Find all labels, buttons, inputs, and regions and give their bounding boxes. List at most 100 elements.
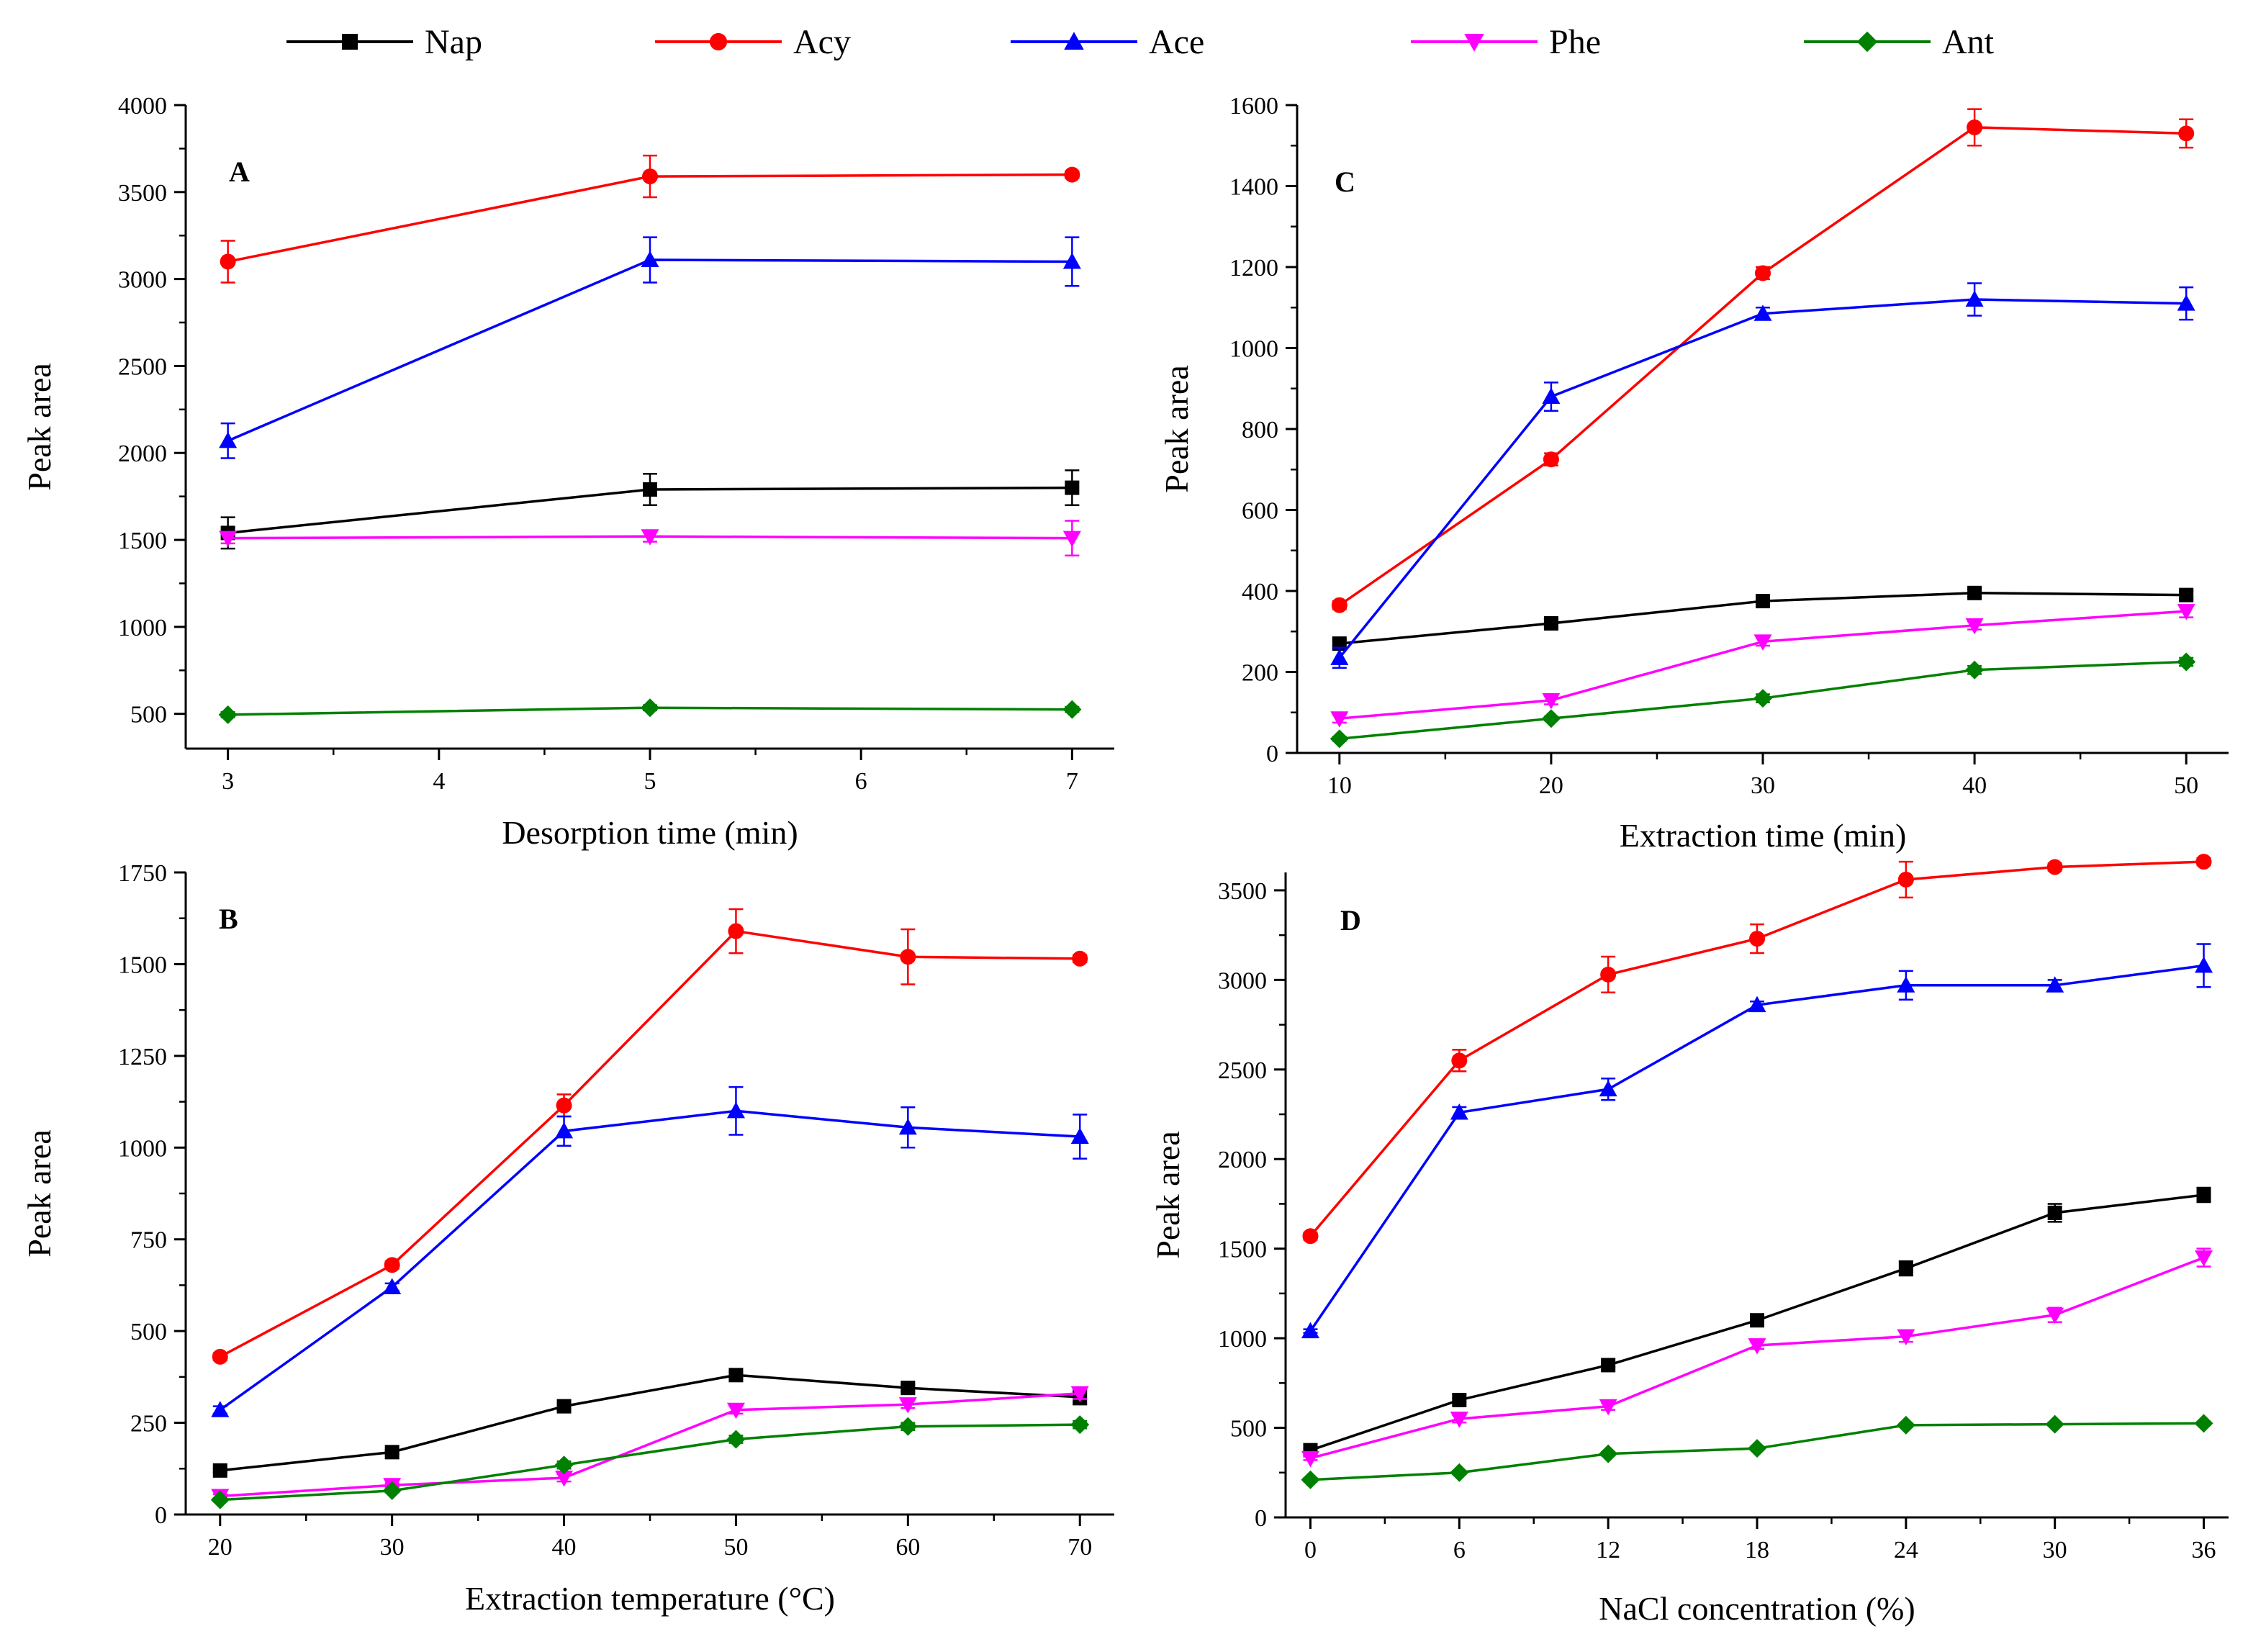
series-line <box>220 1423 1080 1502</box>
data-point <box>554 1455 574 1475</box>
legend-label: Ant <box>1942 23 1995 61</box>
series-nap <box>220 469 1080 550</box>
data-point <box>383 1278 402 1294</box>
data-point <box>1543 616 1558 631</box>
data-point <box>2177 652 2196 672</box>
data-point <box>898 1397 917 1414</box>
data-point <box>641 698 659 718</box>
x-tick-label: 50 <box>723 1534 748 1561</box>
x-axis-title: Extraction temperature (°C) <box>465 1580 835 1617</box>
data-point <box>1064 166 1080 183</box>
y-axis-title: Peak area <box>21 363 58 491</box>
y-tick-label: 2500 <box>1218 1057 1267 1084</box>
y-tick-label: 500 <box>130 702 167 728</box>
y-axis-title: Peak area <box>1158 365 1195 493</box>
y-tick-label: 1000 <box>118 1135 167 1162</box>
y-axis-title: Peak area <box>21 1129 58 1258</box>
series-ant <box>218 698 1082 724</box>
data-point <box>1599 1080 1617 1097</box>
y-tick-label: 1000 <box>1229 336 1278 363</box>
data-point <box>556 1399 572 1414</box>
series-ant <box>1330 652 2196 749</box>
y-tick-label: 3000 <box>1218 967 1267 994</box>
data-point <box>1330 729 1349 749</box>
x-tick-label: 7 <box>1066 768 1078 795</box>
y-tick-label: 3500 <box>1218 878 1267 905</box>
data-point <box>210 1490 230 1509</box>
x-tick-label: 6 <box>855 768 867 795</box>
data-point <box>218 705 238 724</box>
data-point <box>726 1430 746 1449</box>
series-ace <box>1301 943 2213 1339</box>
y-tick-label: 500 <box>130 1319 167 1345</box>
data-point <box>1065 480 1080 495</box>
legend-item-nap: Nap <box>286 23 482 61</box>
y-tick-label: 4000 <box>118 93 167 119</box>
legend-marker <box>1464 34 1484 52</box>
legend-marker <box>1064 32 1084 50</box>
data-point <box>643 482 657 497</box>
data-point <box>1965 618 1984 635</box>
data-point <box>220 253 236 270</box>
y-tick-label: 750 <box>130 1227 167 1254</box>
legend-marker <box>342 34 358 50</box>
legend-label: Nap <box>425 23 482 61</box>
data-point <box>2046 859 2063 875</box>
data-point <box>1450 1103 1468 1120</box>
x-tick-label: 30 <box>1751 772 1775 799</box>
y-tick-label: 800 <box>1242 417 1278 443</box>
data-point <box>1450 1412 1468 1428</box>
series-line <box>220 1373 1080 1472</box>
y-tick-label: 200 <box>1242 660 1278 687</box>
y-tick-label: 3000 <box>118 267 167 294</box>
x-tick-label: 24 <box>1894 1537 1918 1563</box>
data-point <box>1301 1450 1319 1468</box>
data-point <box>1330 711 1349 728</box>
y-tick-label: 600 <box>1242 498 1278 525</box>
data-point <box>1599 1399 1617 1416</box>
x-tick-label: 3 <box>222 768 234 795</box>
data-point <box>1070 1386 1089 1403</box>
data-point <box>555 1471 574 1487</box>
legend-item-ant: Ant <box>1804 23 1995 61</box>
series-line <box>227 258 1073 442</box>
data-point <box>2177 294 2195 311</box>
series-line <box>219 1109 1080 1412</box>
data-point <box>726 1101 745 1119</box>
x-tick-label: 50 <box>2174 772 2198 799</box>
y-tick-label: 250 <box>130 1411 167 1437</box>
data-point <box>212 1348 228 1365</box>
x-tick-label: 12 <box>1596 1537 1620 1563</box>
y-tick-label: 1400 <box>1229 174 1278 201</box>
data-point <box>1965 290 1984 307</box>
y-tick-label: 1500 <box>1218 1237 1267 1263</box>
series-line <box>220 1392 1080 1498</box>
series-phe <box>1301 1247 2213 1468</box>
data-point <box>1753 689 1772 708</box>
legend-item-ace: Ace <box>1011 23 1204 61</box>
data-point <box>2177 604 2195 620</box>
series-line <box>1338 126 2187 607</box>
series-ant <box>1301 1414 2213 1489</box>
data-point <box>1070 1127 1089 1144</box>
data-point <box>1062 252 1081 269</box>
data-point <box>2047 1205 2062 1220</box>
x-tick-label: 10 <box>1327 772 1352 799</box>
data-point <box>1967 585 1982 600</box>
data-point <box>384 1257 400 1273</box>
panel-c: 0 200 400 600 800 1000 1200 1400 1600 10 20 30 40 50 E… <box>1158 93 2229 854</box>
legend-marker <box>709 32 728 51</box>
data-point <box>211 1401 230 1417</box>
data-point <box>2195 956 2213 973</box>
y-tick-label: 0 <box>155 1502 167 1529</box>
x-tick-label: 6 <box>1453 1537 1466 1563</box>
data-point <box>1331 597 1348 613</box>
data-point <box>219 431 238 448</box>
y-tick-label: 2500 <box>118 353 167 380</box>
data-point <box>1070 1415 1090 1435</box>
legend-item-acy: Acy <box>655 23 851 61</box>
x-tick-label: 4 <box>433 768 445 795</box>
panel-a: 500 1000 1500 2000 2500 3000 3500 4000 3 4 5 6 7 Deso… <box>21 93 1114 851</box>
legend-label: Acy <box>793 23 851 61</box>
data-point <box>1967 119 1983 135</box>
